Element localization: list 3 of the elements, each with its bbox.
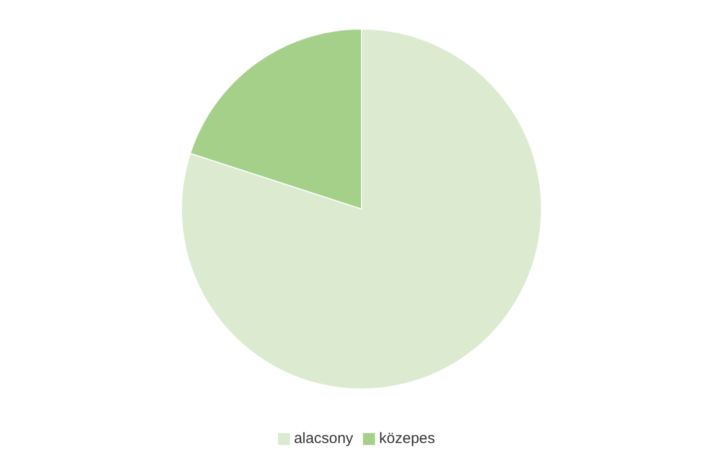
pie-slice	[181, 28, 542, 390]
legend-label: közepes	[379, 430, 436, 447]
legend-label: alacsony	[294, 430, 354, 447]
